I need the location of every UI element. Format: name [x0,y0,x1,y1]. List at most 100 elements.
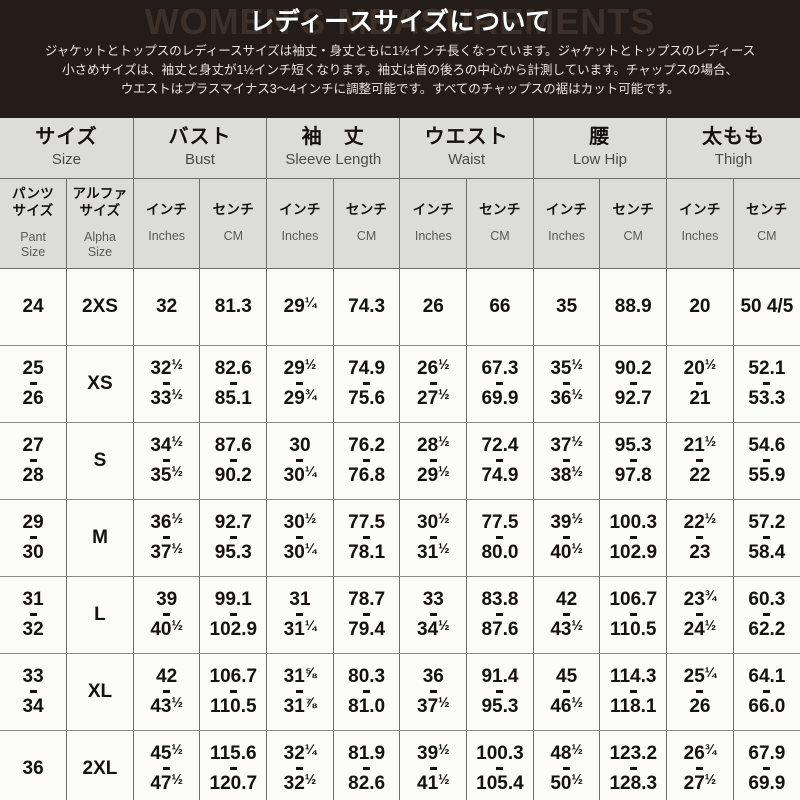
cell-value-max: 34 [22,696,44,717]
cell-value-max: 102.9 [209,619,258,640]
cell-value-max: 32½ [283,772,317,795]
cell-thigh-cm: 67.9 69.9 [733,730,800,800]
cell-value-min: 35½ [550,356,583,379]
range-separator [163,459,171,462]
range-separator [296,767,304,771]
column-unit-header: インチ Inches [266,178,334,269]
range-separator [629,613,637,616]
range-separator [29,459,37,462]
range-separator [629,536,637,539]
range-separator [229,767,237,771]
column-group-header: 腰 Low Hip [533,118,668,179]
cell-bust-cm: 87.6 90.2 [199,422,268,500]
cell-value-max: 87.6 [481,619,519,640]
cell-value-min: 30½ [283,510,317,533]
cell-value-min: 115.6 [210,743,257,765]
column-group-header: 太もも Thigh [666,118,800,179]
range-separator [429,382,437,385]
column-unit-header: インチ Inches [666,178,734,269]
table-row: 29 30 M 36½ 37½ 92.7 95.3 30½ 30¼ 77.5 78.1 30½ 31½ 7… [0,499,800,577]
range-separator [163,690,171,693]
cell-value-max: 30¼ [283,463,317,486]
cell-value-max: 31⅞ [283,694,317,717]
cell-sleeve-in: 31 31¼ [266,576,334,654]
cell-value-min: 83.8 [481,589,519,610]
column-group-header: サイズ Size [0,118,134,179]
column-unit-label-jp: アルファ サイズ [72,185,128,218]
range-separator [363,613,371,616]
cell-sleeve-cm: 80.3 81.0 [333,653,401,731]
cell-waist-in: 30½ 31½ [399,499,468,577]
cell-waist-cm: 67.3 69.9 [466,345,534,423]
range-separator [229,690,237,693]
page-title: レディースサイズについて [249,8,551,36]
cell-value-max: 40½ [150,617,183,640]
cell-value-max: 40½ [550,540,583,563]
cell-value: 66 [489,296,511,317]
column-group-label-jp: 太もも [702,125,766,148]
cell-sleeve-cm: 74.9 75.6 [333,345,401,423]
range-separator [763,536,771,539]
cell-alpha-size: L [66,576,134,654]
cell-value-min: 78.7 [348,589,386,610]
cell-value-max: 41½ [417,772,450,795]
cell-value-max: 43½ [550,617,583,640]
cell-value-min: 36 [422,666,444,687]
cell-pant-size: 25 26 [0,345,68,423]
cell-value-max: 81.0 [348,696,386,717]
cell-value: 2XL [82,758,118,780]
cell-value-max: 23 [689,542,711,563]
cell-value-max: 35½ [150,463,183,486]
cell-bust-cm: 92.7 95.3 [199,499,268,577]
cell-value-min: 37½ [550,433,583,456]
range-separator [696,613,704,616]
cell-alpha-size: M [66,499,134,577]
cell-thigh-in: 26¾ 27½ [666,730,734,800]
cell-hip-in: 35½ 36½ [533,345,601,423]
cell-value-min: 25 [22,358,44,379]
cell-value-min: 95.3 [614,435,652,456]
cell-value: 29¼ [283,294,317,317]
cell-value-min: 45½ [150,742,183,765]
cell-hip-cm: 114.3 118.1 [599,653,668,731]
cell-value-min: 87.6 [214,435,252,456]
cell-value: 24 [22,296,44,317]
table-group-header-row: サイズ Size バスト Bust 袖 丈 Sleeve Length ウエスト Waist 腰… [0,118,800,179]
cell-value-max: 46½ [550,694,583,717]
range-separator [496,613,504,616]
range-separator [696,536,704,539]
cell-value-max: 82.6 [348,773,386,795]
cell-value-max: 26 [22,388,44,409]
column-unit-label-jp: センチ [612,201,654,217]
cell-value: 2XS [82,296,118,317]
cell-value-min: 67.3 [481,358,519,379]
cell-bust-cm: 115.6 120.7 [199,730,268,800]
cell-value-max: 55.9 [748,465,786,486]
range-separator [229,536,237,539]
cell-value-min: 33 [422,589,444,610]
column-group-label-en: Sleeve Length [285,150,382,168]
cell-value-min: 31⅝ [283,664,317,687]
cell-alpha-size: S [66,422,134,500]
cell-pant-size: 36 [0,730,68,800]
cell-value-min: 23¾ [683,587,717,610]
cell-sleeve-in: 29¼ [266,268,334,346]
cell-hip-cm: 95.3 97.8 [599,422,668,500]
range-separator [363,459,371,462]
cell-value-min: 26½ [417,356,450,379]
cell-value-min: 27 [22,435,44,456]
column-group-label-en: Waist [448,150,486,168]
range-separator [163,382,171,385]
cell-value-min: 25¼ [683,664,717,687]
cell-waist-in: 26½ 27½ [399,345,468,423]
cell-thigh-cm: 52.1 53.3 [733,345,800,423]
cell-value-min: 77.5 [481,512,519,533]
range-separator [229,613,237,616]
range-separator [629,382,637,385]
cell-pant-size: 24 [0,268,68,346]
cell-value-min: 42 [556,589,578,610]
cell-value-min: 77.5 [348,512,386,533]
cell-value-min: 82.6 [214,358,252,379]
range-separator [563,613,571,616]
